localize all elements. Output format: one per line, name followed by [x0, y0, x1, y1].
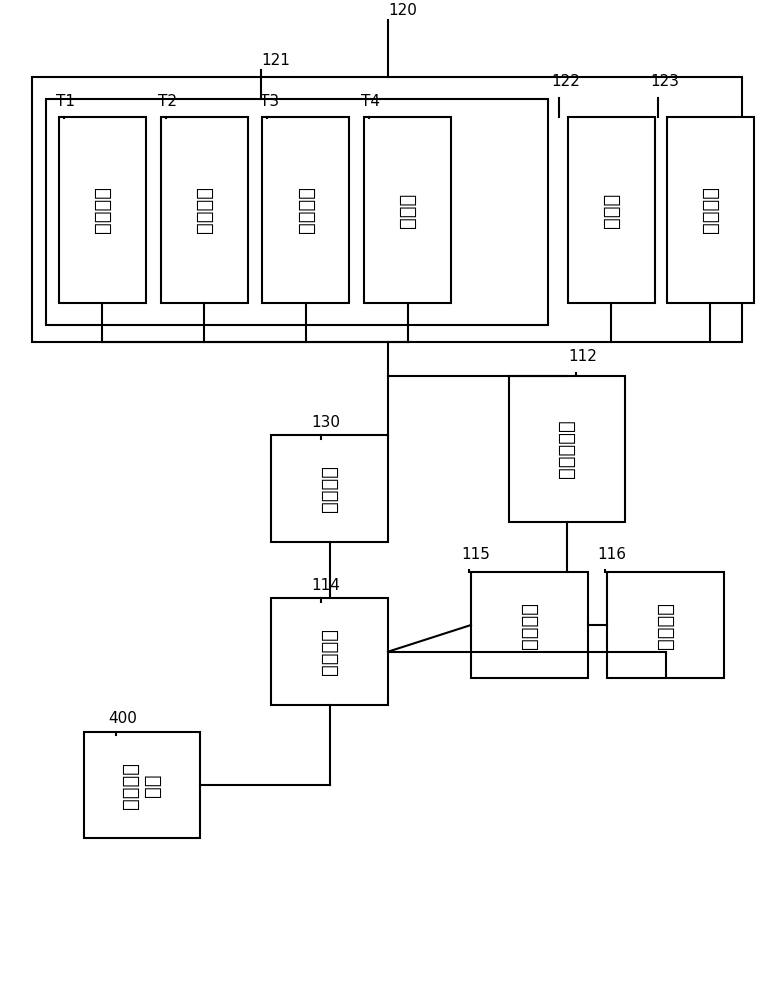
Bar — [32, 77, 742, 342]
Text: 115: 115 — [461, 547, 490, 562]
Bar — [471, 572, 587, 678]
Text: T1: T1 — [56, 94, 75, 109]
Bar — [59, 117, 146, 303]
Bar — [667, 117, 753, 303]
Bar — [161, 117, 248, 303]
Text: 中央控制
系统: 中央控制 系统 — [121, 762, 162, 809]
Text: T3: T3 — [259, 94, 279, 109]
Text: 控制模块: 控制模块 — [320, 628, 339, 675]
Text: T2: T2 — [158, 94, 177, 109]
Text: 取放装置: 取放装置 — [701, 186, 719, 233]
Text: 400: 400 — [109, 711, 137, 726]
Text: 旋转台: 旋转台 — [398, 192, 417, 228]
Bar — [272, 435, 388, 542]
Bar — [262, 117, 349, 303]
Text: 112: 112 — [568, 349, 597, 364]
Text: 承载件: 承载件 — [602, 192, 621, 228]
Text: 121: 121 — [262, 53, 290, 68]
Text: 123: 123 — [650, 74, 679, 89]
Text: 116: 116 — [598, 547, 626, 562]
Text: 第二滑台: 第二滑台 — [195, 186, 213, 233]
Bar — [508, 376, 625, 522]
Bar — [364, 117, 452, 303]
Text: 驱动模块: 驱动模块 — [320, 465, 339, 512]
Bar — [84, 732, 200, 838]
Text: 122: 122 — [551, 74, 580, 89]
Bar — [568, 117, 655, 303]
Bar — [608, 572, 724, 678]
Text: 第三滑台: 第三滑台 — [296, 186, 316, 233]
Text: 充电装置: 充电装置 — [520, 602, 539, 649]
Text: 环境装置: 环境装置 — [656, 602, 675, 649]
Text: 第二容纳槽: 第二容纳槽 — [557, 420, 577, 478]
Text: T4: T4 — [362, 94, 380, 109]
Bar — [272, 598, 388, 705]
Text: 130: 130 — [311, 415, 340, 430]
Text: 114: 114 — [311, 578, 340, 593]
Text: 120: 120 — [388, 3, 417, 18]
Text: 第一滑台: 第一滑台 — [93, 186, 112, 233]
Bar — [46, 99, 548, 325]
